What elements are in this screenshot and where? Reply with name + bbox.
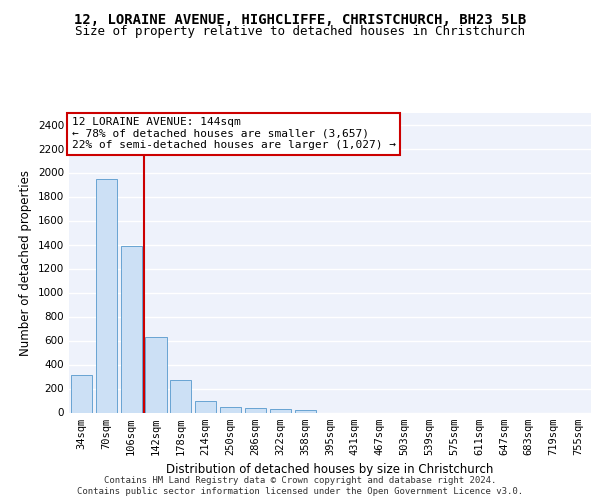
Text: Contains public sector information licensed under the Open Government Licence v3: Contains public sector information licen…: [77, 487, 523, 496]
Text: Contains HM Land Registry data © Crown copyright and database right 2024.: Contains HM Land Registry data © Crown c…: [104, 476, 496, 485]
Text: Size of property relative to detached houses in Christchurch: Size of property relative to detached ho…: [75, 25, 525, 38]
Bar: [71, 374, 92, 412]
X-axis label: Distribution of detached houses by size in Christchurch: Distribution of detached houses by size …: [166, 463, 494, 476]
Bar: [270, 409, 291, 412]
Bar: [145, 337, 167, 412]
Text: 12 LORAINE AVENUE: 144sqm
← 78% of detached houses are smaller (3,657)
22% of se: 12 LORAINE AVENUE: 144sqm ← 78% of detac…: [71, 117, 395, 150]
Y-axis label: Number of detached properties: Number of detached properties: [19, 170, 32, 356]
Bar: [96, 178, 117, 412]
Bar: [245, 408, 266, 412]
Bar: [220, 406, 241, 412]
Bar: [195, 400, 216, 412]
Bar: [121, 246, 142, 412]
Text: 12, LORAINE AVENUE, HIGHCLIFFE, CHRISTCHURCH, BH23 5LB: 12, LORAINE AVENUE, HIGHCLIFFE, CHRISTCH…: [74, 12, 526, 26]
Bar: [170, 380, 191, 412]
Bar: [295, 410, 316, 412]
